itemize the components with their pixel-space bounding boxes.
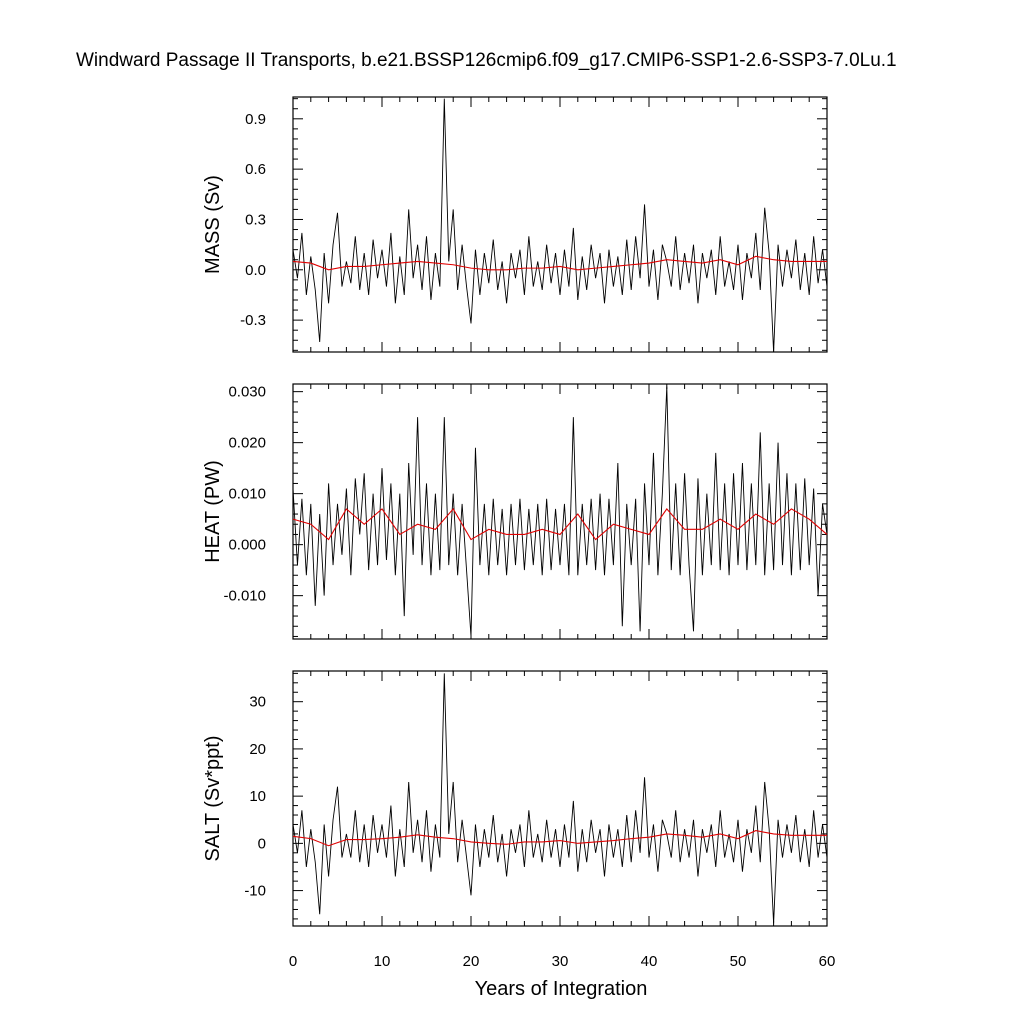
mass-smooth-series-line <box>292 255 827 271</box>
panel-mass: -0.3 0.0 0.3 0.6 0.9 MASS (Sv) <box>202 96 828 353</box>
x-tick-label: 30 <box>552 953 569 970</box>
salt-y-tick-label: 20 <box>249 741 266 758</box>
heat-y-tick-label: 0.030 <box>228 384 266 401</box>
panel-salt: -10 0 10 20 30 SALT (Sv*ppt) 0 10 20 30 40 50 60 <box>202 670 836 970</box>
x-tick-label: 20 <box>463 953 480 970</box>
heat-y-tick-label: 0.000 <box>228 537 266 554</box>
x-tick-label: 10 <box>374 953 391 970</box>
mass-y-tick-label: 0.0 <box>245 262 266 279</box>
heat-smooth-series-line <box>292 508 828 541</box>
heat-plot-frame <box>292 383 828 640</box>
mass-plot-frame <box>292 96 828 353</box>
salt-plot-frame <box>292 670 828 927</box>
x-tick-label: 50 <box>730 953 747 970</box>
salt-smooth-series-line <box>292 830 827 847</box>
mass-y-tick-label: 0.6 <box>245 161 266 178</box>
heat-y-axis-label: HEAT (PW) <box>202 460 224 563</box>
heat-raw-series-line <box>292 386 828 637</box>
heat-y-tick-label: -0.010 <box>223 588 266 605</box>
mass-y-tick-label: 0.9 <box>245 111 266 128</box>
mass-y-tick-label: -0.3 <box>240 312 266 329</box>
mass-y-axis-label: MASS (Sv) <box>202 175 224 274</box>
heat-y-tick-label: 0.010 <box>228 486 266 503</box>
x-tick-label: 40 <box>641 953 658 970</box>
salt-raw-series-line <box>292 673 828 924</box>
chart-title: Windward Passage II Transports, b.e21.BS… <box>76 50 897 71</box>
mass-y-tick-label: 0.3 <box>245 211 266 228</box>
salt-y-tick-label: 0 <box>258 835 266 852</box>
salt-y-tick-label: -10 <box>244 883 266 900</box>
x-tick-label: 60 <box>819 953 836 970</box>
panel-heat: -0.010 0.000 0.010 0.020 0.030 HEAT (PW) <box>202 383 828 640</box>
heat-y-tick-label: 0.020 <box>228 435 266 452</box>
mass-raw-series-line <box>292 98 828 353</box>
salt-y-axis-label: SALT (Sv*ppt) <box>202 736 224 862</box>
x-tick-label: 0 <box>289 953 297 970</box>
x-axis-label: Years of Integration <box>475 978 648 1000</box>
salt-y-tick-label: 30 <box>249 694 266 711</box>
salt-y-tick-label: 10 <box>249 788 266 805</box>
